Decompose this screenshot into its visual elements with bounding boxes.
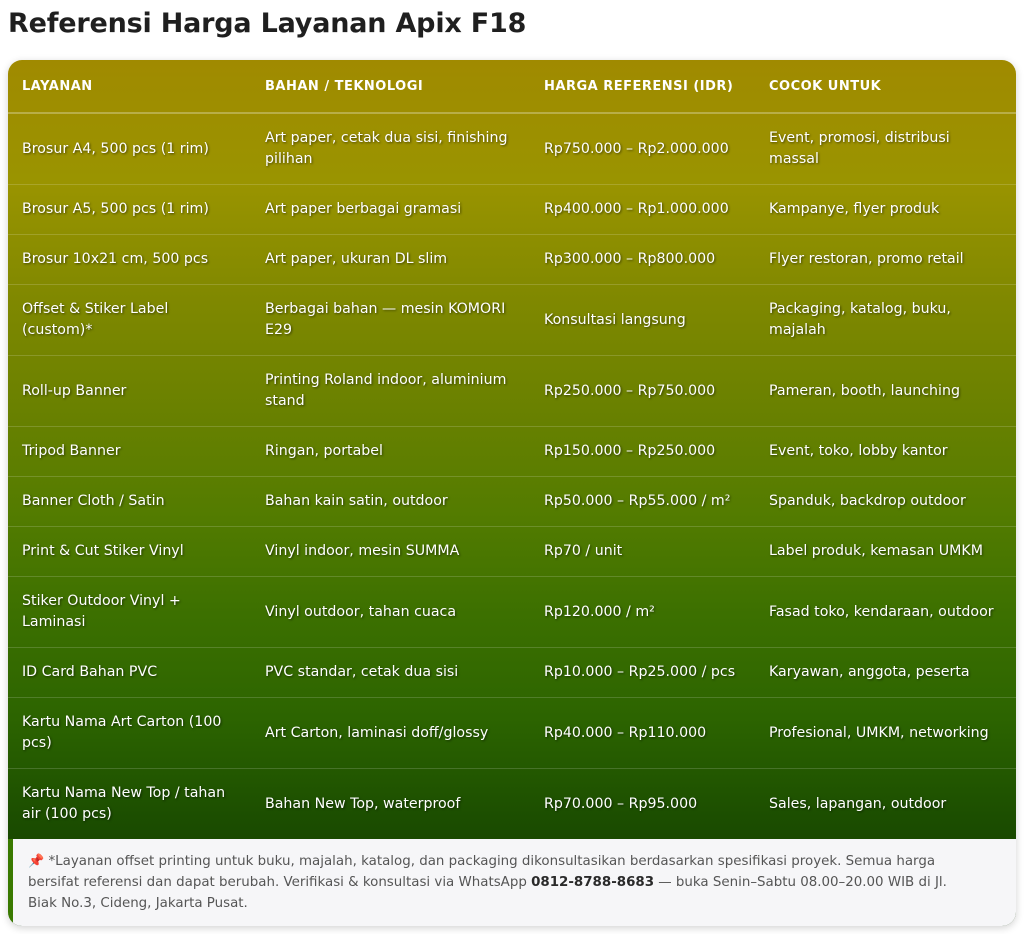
cell-bahan: Vinyl indoor, mesin SUMMA xyxy=(251,526,530,577)
cell-harga: Rp10.000 – Rp25.000 / pcs xyxy=(530,647,755,698)
footnote-box: 📌 *Layanan offset printing untuk buku, m… xyxy=(8,839,1016,926)
table-row: Tripod Banner Ringan, portabel Rp150.000… xyxy=(8,426,1016,477)
cell-bahan: Printing Roland indoor, aluminium stand xyxy=(251,355,530,427)
header-cocok-untuk: COCOK UNTUK xyxy=(755,60,1016,114)
cell-cocok: Pameran, booth, launching xyxy=(755,355,1016,427)
table-row: Kartu Nama Art Carton (100 pcs) Art Cart… xyxy=(8,697,1016,769)
cell-bahan: Berbagai bahan — mesin KOMORI E29 xyxy=(251,284,530,356)
cell-bahan: Vinyl outdoor, tahan cuaca xyxy=(251,576,530,648)
cell-cocok: Kampanye, flyer produk xyxy=(755,184,1016,235)
cell-layanan: Offset & Stiker Label (custom)* xyxy=(8,284,251,356)
price-table-card: LAYANAN BAHAN / TEKNOLOGI HARGA REFERENS… xyxy=(8,60,1016,926)
page-title: Referensi Harga Layanan Apix F18 xyxy=(8,8,527,39)
table-row: Brosur A4, 500 pcs (1 rim) Art paper, ce… xyxy=(8,112,1016,185)
table-row: Brosur A5, 500 pcs (1 rim) Art paper ber… xyxy=(8,184,1016,235)
cell-cocok: Fasad toko, kendaraan, outdoor xyxy=(755,576,1016,648)
cell-cocok: Profesional, UMKM, networking xyxy=(755,697,1016,769)
cell-layanan: Roll-up Banner xyxy=(8,355,251,427)
cell-harga: Rp300.000 – Rp800.000 xyxy=(530,234,755,285)
cell-layanan: Kartu Nama Art Carton (100 pcs) xyxy=(8,697,251,769)
header-layanan: LAYANAN xyxy=(8,60,251,114)
cell-harga: Rp50.000 – Rp55.000 / m² xyxy=(530,476,755,527)
cell-cocok: Sales, lapangan, outdoor xyxy=(755,768,1016,839)
cell-layanan: Kartu Nama New Top / tahan air (100 pcs) xyxy=(8,768,251,839)
cell-harga: Rp750.000 – Rp2.000.000 xyxy=(530,112,755,185)
footnote-text: *Layanan offset printing untuk buku, maj… xyxy=(28,854,936,890)
cell-harga: Rp40.000 – Rp110.000 xyxy=(530,697,755,769)
header-harga-referensi: HARGA REFERENSI (IDR) xyxy=(530,60,755,114)
pushpin-icon: 📌 xyxy=(28,854,45,869)
price-table: LAYANAN BAHAN / TEKNOLOGI HARGA REFERENS… xyxy=(8,60,1016,839)
cell-bahan: Art paper, cetak dua sisi, finishing pil… xyxy=(251,112,530,185)
cell-cocok: Spanduk, backdrop outdoor xyxy=(755,476,1016,527)
table-row: Banner Cloth / Satin Bahan kain satin, o… xyxy=(8,476,1016,527)
table-row: Offset & Stiker Label (custom)* Berbagai… xyxy=(8,284,1016,356)
table-row: Print & Cut Stiker Vinyl Vinyl indoor, m… xyxy=(8,526,1016,577)
cell-cocok: Label produk, kemasan UMKM xyxy=(755,526,1016,577)
cell-layanan: Stiker Outdoor Vinyl + Laminasi xyxy=(8,576,251,648)
cell-harga: Rp150.000 – Rp250.000 xyxy=(530,426,755,477)
cell-bahan: Art Carton, laminasi doff/glossy xyxy=(251,697,530,769)
table-row: ID Card Bahan PVC PVC standar, cetak dua… xyxy=(8,647,1016,698)
cell-bahan: Bahan New Top, waterproof xyxy=(251,768,530,839)
cell-bahan: Art paper, ukuran DL slim xyxy=(251,234,530,285)
table-row: Kartu Nama New Top / tahan air (100 pcs)… xyxy=(8,768,1016,839)
cell-layanan: Brosur 10x21 cm, 500 pcs xyxy=(8,234,251,285)
cell-bahan: Art paper berbagai gramasi xyxy=(251,184,530,235)
cell-layanan: ID Card Bahan PVC xyxy=(8,647,251,698)
cell-bahan: Bahan kain satin, outdoor xyxy=(251,476,530,527)
cell-cocok: Flyer restoran, promo retail xyxy=(755,234,1016,285)
cell-harga: Rp120.000 / m² xyxy=(530,576,755,648)
table-header-row: LAYANAN BAHAN / TEKNOLOGI HARGA REFERENS… xyxy=(8,60,1016,114)
cell-cocok: Event, promosi, distribusi massal xyxy=(755,112,1016,185)
cell-harga: Rp250.000 – Rp750.000 xyxy=(530,355,755,427)
cell-cocok: Packaging, katalog, buku, majalah xyxy=(755,284,1016,356)
whatsapp-number: 0812-8788-8683 xyxy=(531,875,655,890)
table-row: Stiker Outdoor Vinyl + Laminasi Vinyl ou… xyxy=(8,576,1016,648)
cell-cocok: Karyawan, anggota, peserta xyxy=(755,647,1016,698)
cell-layanan: Brosur A4, 500 pcs (1 rim) xyxy=(8,112,251,185)
cell-layanan: Banner Cloth / Satin xyxy=(8,476,251,527)
table-row: Brosur 10x21 cm, 500 pcs Art paper, ukur… xyxy=(8,234,1016,285)
cell-harga: Rp70 / unit xyxy=(530,526,755,577)
cell-harga: Konsultasi langsung xyxy=(530,284,755,356)
table-row: Roll-up Banner Printing Roland indoor, a… xyxy=(8,355,1016,427)
header-bahan-teknologi: BAHAN / TEKNOLOGI xyxy=(251,60,530,114)
cell-harga: Rp70.000 – Rp95.000 xyxy=(530,768,755,839)
cell-layanan: Brosur A5, 500 pcs (1 rim) xyxy=(8,184,251,235)
cell-layanan: Tripod Banner xyxy=(8,426,251,477)
cell-harga: Rp400.000 – Rp1.000.000 xyxy=(530,184,755,235)
cell-bahan: Ringan, portabel xyxy=(251,426,530,477)
footnote-hours-address: — buka Senin–Sabtu 08.00–20.00 WIB di Jl… xyxy=(28,875,947,911)
cell-layanan: Print & Cut Stiker Vinyl xyxy=(8,526,251,577)
cell-cocok: Event, toko, lobby kantor xyxy=(755,426,1016,477)
cell-bahan: PVC standar, cetak dua sisi xyxy=(251,647,530,698)
